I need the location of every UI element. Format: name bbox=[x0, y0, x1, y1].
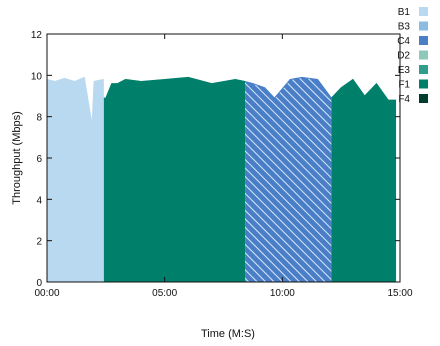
x-tick-label: 00:00 bbox=[34, 288, 59, 299]
y-tick-label: 0 bbox=[36, 278, 42, 289]
area-segment-c4-2 bbox=[245, 77, 332, 283]
legend-label-b3: B3 bbox=[398, 22, 411, 33]
x-tick-label: 05:00 bbox=[152, 288, 177, 299]
series-line-f1-1 bbox=[103, 76, 246, 99]
series-line-f1-3 bbox=[330, 78, 397, 101]
legend-swatch-f4 bbox=[419, 94, 428, 103]
x-axis-label: Time (M:S) bbox=[201, 328, 255, 340]
y-tick-label: 2 bbox=[36, 237, 42, 248]
y-axis: 0 2 4 6 8 10 12 bbox=[31, 30, 400, 289]
legend-label-e3: E3 bbox=[398, 65, 411, 76]
y-tick-label: 4 bbox=[36, 195, 42, 206]
x-axis: 00:00 05:00 10:00 15:00 bbox=[34, 34, 413, 299]
y-tick-label: 12 bbox=[31, 30, 43, 41]
legend-swatch-e3 bbox=[419, 65, 428, 74]
y-axis-label: Throughput (Mbps) bbox=[11, 111, 23, 205]
y-tick-label: 8 bbox=[36, 113, 42, 124]
legend-swatch-f1 bbox=[419, 79, 428, 89]
legend-swatch-d2 bbox=[419, 50, 428, 60]
legend-label-c4: C4 bbox=[397, 36, 410, 47]
legend-swatch-b1 bbox=[419, 7, 428, 16]
area-segment-f1-1 bbox=[103, 77, 246, 283]
x-tick-label: 15:00 bbox=[387, 288, 412, 299]
legend-label-f1: F1 bbox=[398, 80, 410, 91]
legend-label-b1: B1 bbox=[398, 7, 411, 18]
y-tick-label: 6 bbox=[36, 154, 42, 165]
legend-label-f4: F4 bbox=[398, 94, 410, 105]
area-segment-b1-0 bbox=[47, 77, 104, 283]
legend: B1 B3 C4 D2 E3 F1 F4 bbox=[397, 7, 428, 105]
legend-swatch-c4 bbox=[419, 36, 428, 45]
legend-swatch-b3 bbox=[419, 21, 428, 31]
series-line-b1-0 bbox=[46, 76, 104, 126]
area-segment-f1-3 bbox=[331, 79, 397, 282]
series-line-c4-2 bbox=[244, 76, 332, 99]
x-tick-label: 10:00 bbox=[270, 288, 295, 299]
y-tick-label: 10 bbox=[31, 71, 43, 82]
legend-label-d2: D2 bbox=[397, 51, 410, 62]
plot-area bbox=[46, 76, 397, 283]
